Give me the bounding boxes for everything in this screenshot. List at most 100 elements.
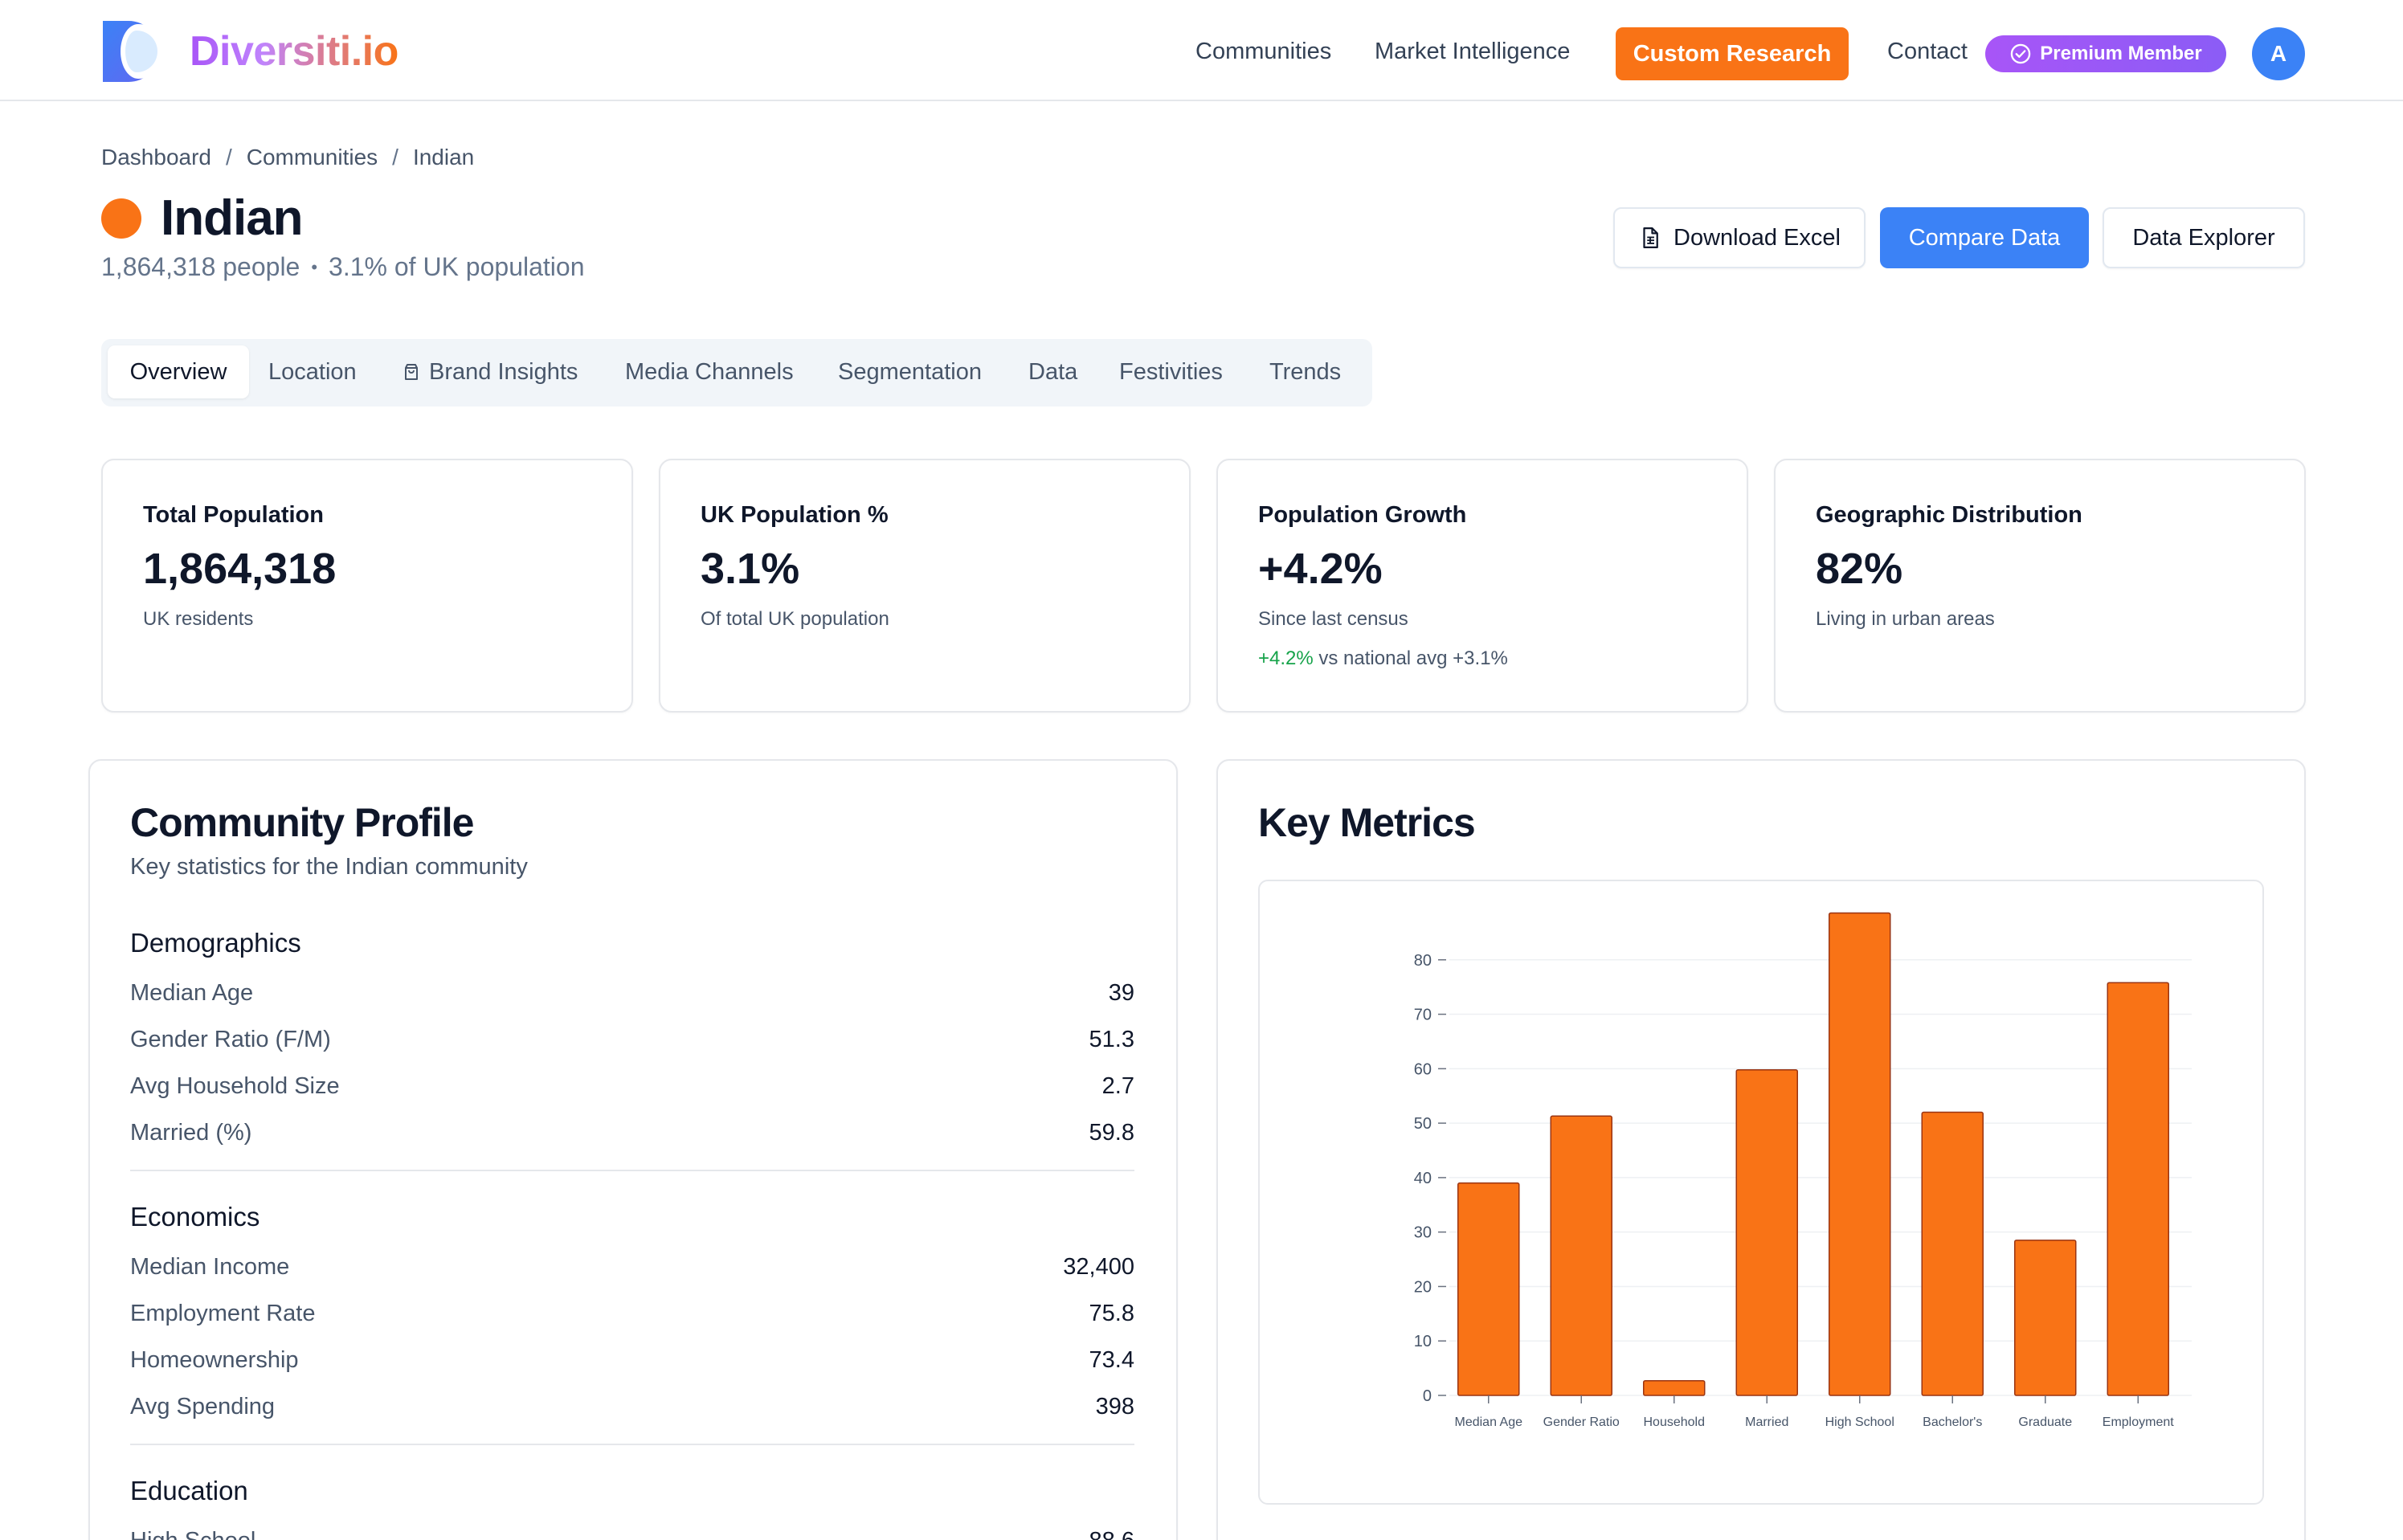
stat-comparison: +4.2% vs national avg +3.1% (1258, 647, 1508, 670)
growth-comparison-text: vs national avg +3.1% (1318, 647, 1508, 669)
stat-row-value: 73.4 (1089, 1346, 1134, 1373)
section-heading-demographics: Demographics (130, 928, 301, 958)
tab-location[interactable]: Location (268, 358, 357, 385)
x-tick-label: Married (1745, 1415, 1788, 1429)
key-metrics-chart: 0 10 20 30 40 50 60 70 80 Median Age Gender Ratio H… (1258, 880, 2264, 1505)
stat-row-value: 59.8 (1089, 1119, 1134, 1146)
tab-overview[interactable]: Overview (108, 345, 249, 398)
breadcrumb-separator: / (225, 145, 232, 170)
download-excel-label: Download Excel (1674, 224, 1841, 251)
user-avatar[interactable]: A (2252, 27, 2305, 80)
stat-description: Of total UK population (701, 608, 889, 630)
growth-positive-value: +4.2% (1258, 647, 1314, 669)
stat-row: Married (%) 59.8 (130, 1117, 1134, 1149)
stat-label: Total Population (143, 502, 324, 528)
bar[interactable] (1735, 1068, 1798, 1396)
stat-row-label: Married (%) (130, 1119, 252, 1146)
stat-description: Since last census (1258, 608, 1408, 630)
tab-data[interactable]: Data (1028, 358, 1078, 385)
breadcrumb-communities[interactable]: Communities (246, 145, 378, 170)
x-tick-label: Gender Ratio (1543, 1415, 1620, 1429)
tab-brand-insights-label: Brand Insights (429, 358, 578, 385)
stat-row-value: 75.8 (1089, 1300, 1134, 1326)
community-color-dot (101, 198, 141, 239)
x-tick-label: Bachelor's (1923, 1415, 1982, 1429)
stat-row-label: Employment Rate (130, 1300, 316, 1326)
section-heading-economics: Economics (130, 1202, 260, 1232)
community-profile-title: Community Profile (130, 800, 474, 845)
bar[interactable] (1921, 1111, 1984, 1396)
y-tick-label: 20 (1414, 1278, 1432, 1296)
nav-contact-link[interactable]: Contact (1887, 39, 1968, 64)
y-tick-label: 70 (1414, 1007, 1432, 1024)
page-title-row: Indian (101, 190, 304, 247)
y-tick-label: 0 (1423, 1387, 1432, 1405)
diversiti-logo-icon (103, 21, 166, 82)
stat-row-label: Median Income (130, 1253, 290, 1280)
y-tick-label: 60 (1414, 1060, 1432, 1078)
section-divider (130, 1170, 1134, 1171)
brand-name: Diversiti.io (190, 28, 398, 75)
x-tick-label: High School (1825, 1415, 1894, 1429)
stat-value: 82% (1816, 545, 1903, 593)
stat-row-label: Homeownership (130, 1346, 299, 1373)
nav-market-intelligence-link[interactable]: Market Intelligence (1375, 39, 1571, 64)
y-tick-label: 30 (1414, 1224, 1432, 1242)
stat-row: Avg Household Size 2.7 (130, 1070, 1134, 1102)
stat-row: Employment Rate 75.8 (130, 1297, 1134, 1330)
stat-row: Median Income 32,400 (130, 1251, 1134, 1283)
population-count-text: 1,864,318 people (101, 252, 300, 281)
tab-media-channels[interactable]: Media Channels (625, 358, 794, 385)
bar-chart-svg: 0 10 20 30 40 50 60 70 80 Median Age Gender Ratio H… (1414, 912, 2192, 1429)
stat-value: 1,864,318 (143, 545, 337, 593)
nav-communities-link[interactable]: Communities (1195, 39, 1332, 64)
x-tick-label: Employment (2103, 1415, 2174, 1429)
stat-row-value: 51.3 (1089, 1026, 1134, 1052)
tab-segmentation[interactable]: Segmentation (838, 358, 982, 385)
subtitle-bullet: • (311, 256, 318, 277)
top-navigation-bar: Diversiti.io Communities Market Intellig… (0, 0, 2403, 101)
population-share-text: 3.1% of UK population (329, 252, 585, 281)
data-explorer-button[interactable]: Data Explorer (2103, 207, 2305, 268)
stat-row-value: 2.7 (1101, 1072, 1134, 1099)
breadcrumb-dashboard[interactable]: Dashboard (101, 145, 211, 170)
premium-member-badge: Premium Member (1985, 35, 2226, 72)
check-circle-icon (2011, 43, 2031, 64)
stat-row-label: Gender Ratio (F/M) (130, 1026, 331, 1052)
section-heading-education: Education (130, 1476, 248, 1505)
key-metrics-panel: Key Metrics 0 10 20 30 40 50 60 70 80 Median Age G… (1216, 759, 2306, 1540)
brand-logo[interactable]: Diversiti.io (101, 19, 398, 84)
y-tick-label: 10 (1414, 1333, 1432, 1350)
stat-row: High School 88.6 (130, 1525, 1134, 1540)
stat-value: 3.1% (701, 545, 800, 593)
custom-research-button[interactable]: Custom Research (1616, 27, 1849, 80)
section-tabs: Overview Location Brand Insights Media C… (101, 339, 1372, 406)
stat-row-value: 398 (1095, 1393, 1134, 1419)
bar[interactable] (1829, 912, 1891, 1396)
stat-row-label: Median Age (130, 979, 254, 1006)
bar[interactable] (1550, 1115, 1612, 1396)
compare-data-button[interactable]: Compare Data (1880, 207, 2089, 268)
bar[interactable] (1643, 1379, 1706, 1396)
stat-row-label: Avg Household Size (130, 1072, 340, 1099)
download-excel-button[interactable]: Download Excel (1613, 207, 1866, 268)
bar[interactable] (2107, 982, 2169, 1396)
stat-description: UK residents (143, 608, 254, 630)
breadcrumb-separator: / (392, 145, 398, 170)
page-subtitle: 1,864,318 people • 3.1% of UK population (101, 252, 584, 282)
stat-row: Gender Ratio (F/M) 51.3 (130, 1023, 1134, 1056)
bar[interactable] (2014, 1240, 2077, 1396)
bar[interactable] (1457, 1182, 1520, 1396)
tab-festivities[interactable]: Festivities (1119, 358, 1223, 385)
breadcrumb: Dashboard / Communities / Indian (101, 145, 474, 170)
tab-trends[interactable]: Trends (1269, 358, 1342, 385)
premium-member-label: Premium Member (2040, 43, 2202, 64)
y-tick-label: 40 (1414, 1170, 1432, 1187)
stat-card-population-growth: Population Growth +4.2% Since last censu… (1216, 459, 1748, 713)
key-metrics-title: Key Metrics (1258, 800, 1476, 845)
stat-card-total-population: Total Population 1,864,318 UK residents (101, 459, 633, 713)
page-title: Indian (161, 190, 304, 246)
stat-row-value: 88.6 (1089, 1528, 1134, 1540)
stat-row: Median Age 39 (130, 977, 1134, 1009)
tab-brand-insights[interactable]: Brand Insights (402, 345, 578, 398)
